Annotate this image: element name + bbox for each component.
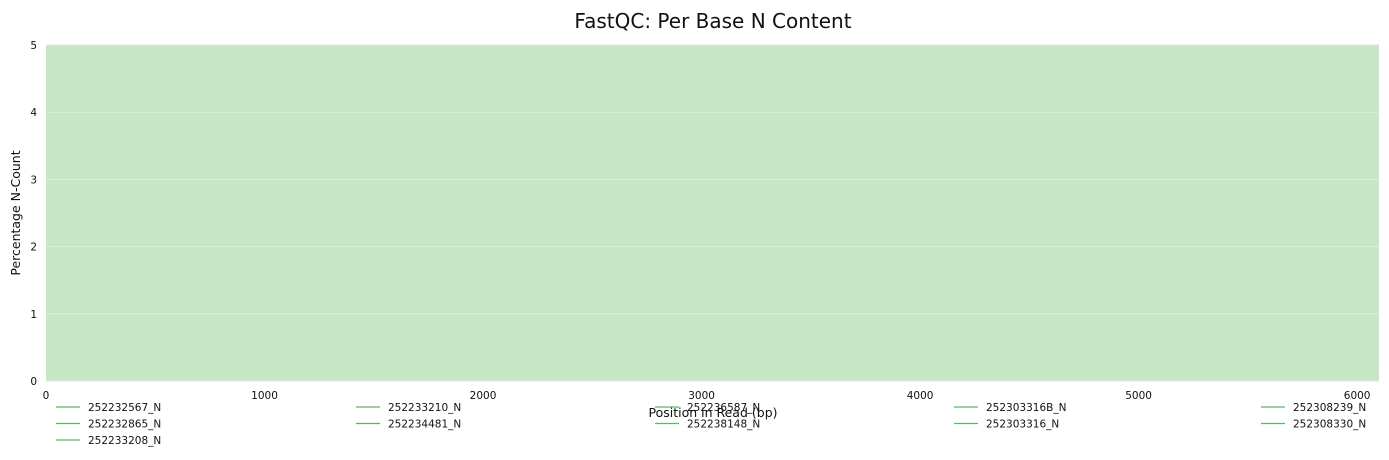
legend-item[interactable]: 252234481_N bbox=[356, 419, 461, 431]
x-tick-label: 1000 bbox=[251, 390, 278, 402]
legend-item[interactable]: 252232865_N bbox=[56, 419, 161, 431]
y-tick-label: 0 bbox=[30, 376, 37, 388]
legend-label: 252233208_N bbox=[88, 435, 161, 447]
legend-label: 252232865_N bbox=[88, 419, 161, 431]
legend-item[interactable]: 252308239_N bbox=[1261, 402, 1366, 414]
legend-item[interactable]: 252232567_N bbox=[56, 402, 161, 414]
y-axis: 0 1 2 3 4 5 bbox=[30, 40, 37, 388]
plot-area bbox=[46, 44, 1379, 382]
y-tick-label: 4 bbox=[30, 107, 37, 119]
legend: 252232567_N 252232865_N 252233208_N 2522332… bbox=[56, 402, 1366, 447]
x-axis-label: Position in Read (bp) bbox=[648, 405, 777, 420]
x-tick-label: 4000 bbox=[907, 390, 934, 402]
x-tick-label: 6000 bbox=[1344, 390, 1371, 402]
legend-label: 252238148_N bbox=[687, 419, 760, 431]
y-tick-label: 2 bbox=[30, 242, 37, 254]
legend-label: 252234481_N bbox=[388, 419, 461, 431]
legend-item[interactable]: 252233208_N bbox=[56, 435, 161, 447]
legend-item[interactable]: 252236587_N bbox=[655, 402, 760, 414]
x-tick-label: 3000 bbox=[688, 390, 715, 402]
y-tick-label: 1 bbox=[30, 309, 37, 321]
legend-item[interactable]: 252238148_N bbox=[655, 419, 760, 431]
x-tick-label: 2000 bbox=[470, 390, 497, 402]
legend-label: 252236587_N bbox=[687, 402, 760, 414]
y-tick-label: 5 bbox=[30, 40, 37, 52]
legend-label: 252308330_N bbox=[1293, 419, 1366, 431]
legend-label: 252233210_N bbox=[388, 402, 461, 414]
legend-label: 252232567_N bbox=[88, 402, 161, 414]
chart-title: FastQC: Per Base N Content bbox=[574, 9, 851, 33]
legend-label: 252308239_N bbox=[1293, 402, 1366, 414]
y-axis-label: Percentage N-Count bbox=[8, 150, 23, 275]
x-tick-label: 0 bbox=[43, 390, 50, 402]
pass-band bbox=[46, 45, 1379, 381]
legend-item[interactable]: 252303316B_N bbox=[954, 402, 1066, 414]
legend-item[interactable]: 252308330_N bbox=[1261, 419, 1366, 431]
legend-label: 252303316_N bbox=[986, 419, 1059, 431]
legend-item[interactable]: 252233210_N bbox=[356, 402, 461, 414]
x-axis: 0 1000 2000 3000 4000 5000 6000 bbox=[43, 390, 1371, 402]
y-tick-label: 3 bbox=[30, 174, 37, 186]
x-tick-label: 5000 bbox=[1125, 390, 1152, 402]
legend-item[interactable]: 252303316_N bbox=[954, 419, 1059, 431]
legend-label: 252303316B_N bbox=[986, 402, 1066, 414]
